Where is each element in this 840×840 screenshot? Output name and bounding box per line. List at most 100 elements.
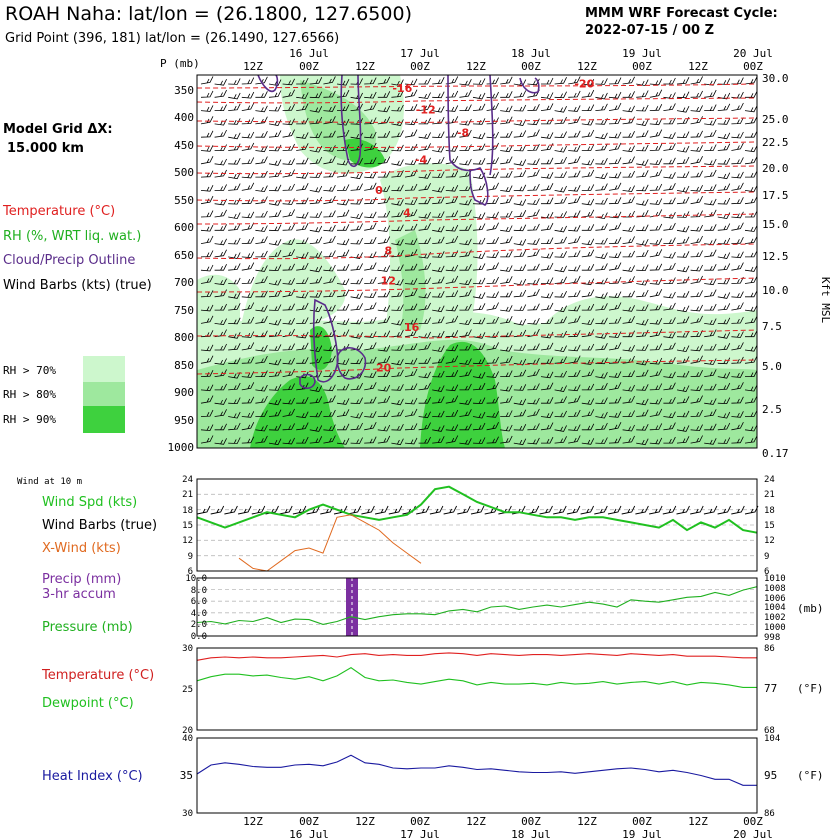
wind-barb: [690, 344, 703, 352]
day-label: 18 Jul: [511, 828, 551, 840]
wind-barb: [282, 183, 295, 191]
wind-barb: [527, 129, 540, 138]
wind-barb: [486, 356, 499, 364]
heat-f-unit: (°F): [797, 769, 824, 782]
wind-barb: [676, 265, 690, 273]
wind-barb: [608, 382, 622, 391]
pressure-tick: 1006: [764, 594, 786, 604]
wind-barb: [472, 437, 486, 444]
wind-barb: [595, 277, 608, 285]
wind-barb: [459, 104, 472, 111]
wind-barb: [377, 91, 391, 98]
wind-barb: [500, 265, 513, 272]
wind-barb: [337, 184, 350, 191]
wind-barb: [663, 222, 676, 231]
wind-barb: [690, 355, 703, 364]
wind-barb: [228, 397, 241, 405]
wind-barb: [268, 90, 282, 98]
wind-barb: [704, 198, 717, 206]
wind-barb: [731, 117, 744, 125]
wind-barb: [636, 424, 649, 431]
wind-barb: [350, 422, 363, 431]
wind-barb: [255, 131, 268, 138]
wind-tick: 24: [764, 475, 775, 485]
wind-barb: [744, 435, 757, 444]
wind-barb: [649, 249, 663, 258]
wind-barb: [350, 292, 363, 299]
wind-barb: [282, 328, 295, 338]
time-tick-label: 12Z: [243, 60, 263, 73]
wind-barb: [500, 305, 513, 312]
wind-barb: [404, 303, 418, 311]
wind-barb: [554, 211, 567, 218]
wind-barb: [636, 358, 649, 366]
wind-barb: [731, 436, 744, 444]
wind-barb: [663, 237, 676, 244]
wind-barb: [649, 89, 663, 98]
wind-barb: [690, 235, 703, 244]
pressure-tick: 1002: [764, 613, 786, 623]
time-tick-label: 12Z: [466, 815, 486, 828]
wind-barb: [200, 90, 214, 98]
wind-barb: [690, 105, 703, 112]
height-tick: 2.5: [762, 403, 782, 416]
day-label: 17 Jul: [400, 47, 440, 60]
wind-barb: [744, 156, 757, 165]
wind-barb: [459, 289, 472, 298]
wind-barb: [595, 143, 608, 151]
wind-barb: [268, 344, 282, 351]
wind-barb: [731, 262, 744, 271]
wind-barb: [704, 318, 717, 326]
surface-wind-barb: [470, 505, 485, 515]
wind-barb: [717, 422, 731, 431]
wind-barb: [228, 172, 241, 180]
wind-barb: [676, 236, 690, 244]
wind-barb: [200, 409, 214, 417]
wind-barb: [241, 422, 255, 431]
wind-barb: [364, 382, 377, 391]
wind-barb: [228, 78, 241, 85]
wind-barb: [690, 304, 703, 312]
wind-barb: [350, 317, 363, 325]
wind-barb: [595, 372, 608, 379]
wind-barb: [527, 78, 540, 86]
wind-barb: [336, 358, 350, 365]
wind-barb: [595, 397, 608, 405]
wind-barb: [323, 290, 336, 298]
wind-barb: [364, 411, 377, 418]
dewpoint-line: [196, 667, 757, 688]
wind-barb: [350, 357, 363, 365]
wind-barb: [731, 396, 744, 404]
wind-barb: [527, 397, 540, 405]
wind-barb: [418, 382, 431, 391]
wind-barb: [445, 290, 459, 298]
wind-barb: [622, 435, 635, 444]
wind-barb: [744, 265, 757, 272]
wind-barb: [581, 438, 595, 445]
wind-barb: [282, 423, 295, 431]
wind-barb: [486, 436, 499, 444]
wind-barb: [568, 424, 581, 432]
wind-barb: [445, 395, 459, 404]
wind-barb: [214, 409, 227, 417]
heat-index-series: [196, 754, 757, 786]
wind-barb: [364, 331, 377, 338]
wind-barb: [336, 369, 350, 377]
wind-barb: [731, 291, 744, 299]
wind-barb: [744, 424, 757, 432]
wind-barb: [486, 342, 499, 351]
wind-barb: [500, 330, 513, 338]
wind-barb: [554, 265, 567, 273]
wind-barb: [228, 263, 241, 271]
wind-barb: [717, 252, 731, 259]
wind-barb: [704, 289, 717, 298]
height-tick: 5.0: [762, 360, 782, 373]
surface-wind-barb: [580, 505, 595, 515]
wind-barb: [309, 211, 323, 218]
wind-barb: [704, 129, 717, 138]
surface-wind-barb: [662, 505, 677, 515]
wind-barb: [296, 172, 309, 179]
wind-barb: [541, 197, 554, 205]
wind-barb: [364, 436, 377, 444]
wind-barb: [459, 369, 472, 377]
